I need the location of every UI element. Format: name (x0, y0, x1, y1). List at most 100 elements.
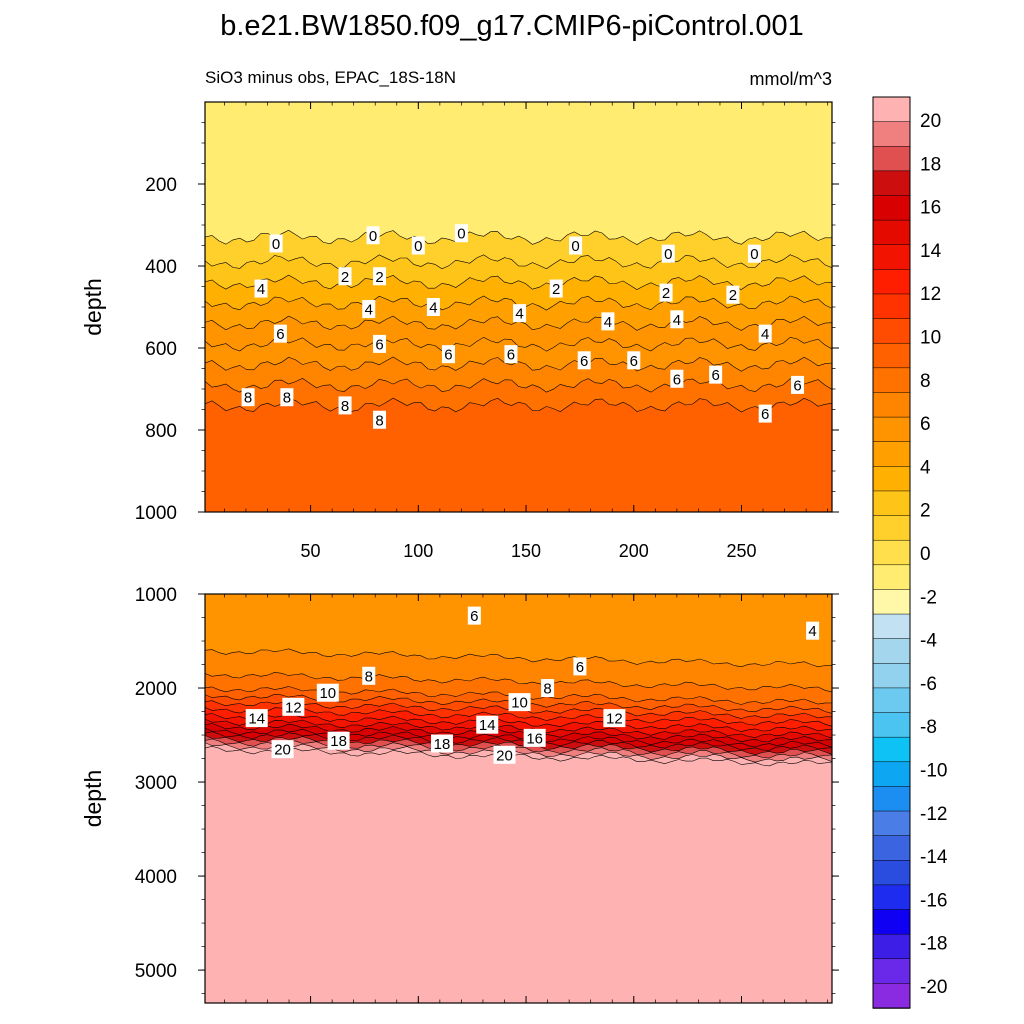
svg-text:4: 4 (808, 623, 816, 640)
svg-text:8: 8 (283, 390, 291, 407)
contour-label: 4 (362, 300, 376, 319)
svg-text:18: 18 (330, 733, 347, 750)
colorbar-swatch (872, 441, 911, 468)
colorbar-swatch (872, 810, 911, 837)
contour-band (205, 719, 832, 742)
svg-text:2: 2 (341, 269, 349, 286)
colorbar-swatch (872, 244, 911, 271)
contour-label: 4 (601, 312, 615, 331)
colorbar-tick-label: 14 (920, 241, 942, 262)
y-tick-label: 600 (145, 339, 177, 360)
svg-text:2: 2 (729, 287, 737, 304)
svg-text:8: 8 (244, 390, 252, 407)
contour-line (205, 671, 832, 693)
y-tick-label: 1000 (135, 503, 177, 524)
colorbar-swatch (872, 318, 911, 344)
contour-line (205, 229, 832, 245)
contour-label: 8 (541, 679, 555, 698)
svg-text:6: 6 (673, 371, 681, 388)
contour-label: 2 (659, 283, 673, 302)
svg-text:6: 6 (793, 377, 801, 394)
colorbar-frame (872, 96, 911, 1009)
contour-line (205, 713, 832, 732)
contour-label: 16 (523, 728, 546, 747)
contour-label: 12 (282, 697, 305, 716)
contour-line (205, 738, 832, 759)
colorbar-swatch (872, 884, 911, 911)
svg-text:20: 20 (274, 742, 291, 759)
colorbar-swatch (872, 736, 911, 763)
svg-text:0: 0 (750, 246, 758, 263)
colorbar-tick-label: 18 (920, 154, 941, 175)
y-axis-label: depth (80, 770, 106, 828)
colorbar-swatch (872, 761, 911, 788)
svg-text:4: 4 (257, 281, 265, 298)
contour-label: 8 (373, 410, 387, 429)
contour-label: 6 (273, 324, 287, 343)
colorbar-tick-label: 20 (920, 111, 941, 132)
contour-label: 10 (508, 693, 531, 712)
colorbar-swatch (872, 195, 911, 221)
contour-label: 0 (366, 226, 380, 245)
contour-line (205, 356, 832, 372)
x-tick-label: 200 (619, 541, 649, 561)
svg-text:10: 10 (511, 695, 528, 712)
contour-band (205, 102, 832, 245)
colorbar-swatch (872, 860, 911, 886)
colorbar-swatch (872, 589, 911, 615)
contour-label: 20 (493, 745, 516, 764)
svg-text:20: 20 (496, 747, 513, 764)
colorbar-swatch (872, 466, 911, 492)
contour-label: 8 (241, 388, 255, 407)
colorbar-tick-label: 0 (920, 544, 931, 565)
svg-text:4: 4 (604, 314, 612, 331)
x-tick-label: 250 (726, 541, 756, 561)
contour-label: 0 (269, 234, 283, 253)
contour-band (205, 275, 832, 311)
colorbar-swatch (872, 564, 911, 591)
svg-text:10: 10 (319, 685, 336, 702)
colorbar-tick-label: -16 (920, 890, 947, 911)
contour-band (205, 230, 832, 269)
contour-label: 0 (747, 244, 761, 263)
colorbar-tick-label: -20 (920, 977, 947, 998)
colorbar-swatch (872, 145, 911, 172)
figure-title: b.e21.BW1850.f09_g17.CMIP6-piControl.001 (220, 10, 804, 42)
colorbar-tick-label: 12 (920, 284, 941, 305)
svg-text:6: 6 (711, 367, 719, 384)
plot-frame (204, 593, 833, 1004)
y-axis-label: depth (80, 278, 106, 336)
colorbar-swatch (872, 96, 911, 123)
colorbar-tick-label: 4 (920, 457, 931, 478)
svg-text:8: 8 (375, 412, 383, 429)
colorbar-tick-label: 2 (920, 501, 931, 522)
svg-text:12: 12 (606, 711, 623, 728)
svg-text:8: 8 (365, 668, 373, 685)
contour-label: 4 (670, 310, 684, 329)
lower-panel: 1000 2000 3000 4000 5000 depth 6 4 6 8 8 10 10 12 12 14… (80, 585, 839, 1004)
contour-label: 10 (316, 683, 339, 702)
colorbar-tick-label: 10 (920, 328, 941, 349)
contour-label: 4 (254, 279, 268, 298)
contour-label: 0 (454, 224, 468, 243)
contour-label: 4 (758, 324, 772, 343)
colorbar-swatch (872, 983, 911, 1009)
contour-line (205, 648, 832, 668)
contour-band (205, 254, 832, 290)
contour-band (205, 672, 832, 705)
svg-text:18: 18 (434, 736, 451, 753)
contour-line (205, 735, 832, 756)
svg-text:6: 6 (375, 336, 383, 353)
svg-text:0: 0 (272, 236, 280, 253)
colorbar-swatch (872, 712, 911, 738)
svg-text:6: 6 (470, 608, 478, 625)
contour-label: 4 (426, 298, 440, 317)
contour-line (205, 397, 832, 413)
colorbar-swatch (872, 219, 911, 246)
colorbar-tick-label: 16 (920, 198, 941, 219)
colorbar-tick-label: -8 (920, 717, 937, 738)
svg-text:6: 6 (276, 326, 284, 343)
colorbar-swatch (872, 121, 911, 147)
colorbar-swatch (872, 933, 911, 960)
svg-text:4: 4 (365, 302, 373, 319)
